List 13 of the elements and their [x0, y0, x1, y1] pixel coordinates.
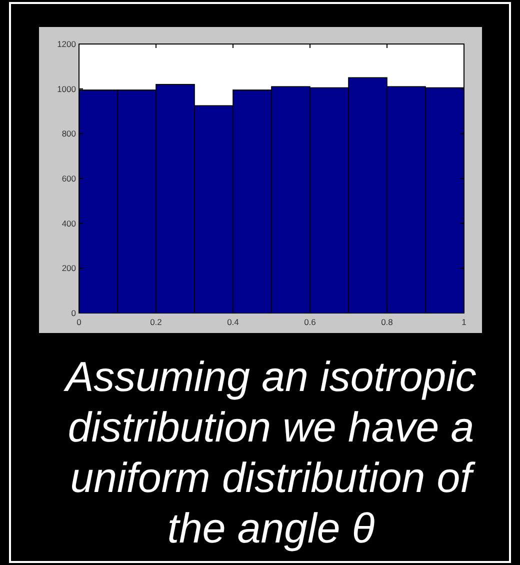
y-tick-label: 800 — [62, 128, 76, 139]
y-tick-label: 1000 — [57, 84, 76, 94]
y-tick-label: 1200 — [57, 38, 76, 49]
x-tick-label: 0.8 — [381, 317, 394, 327]
y-tick-label: 400 — [62, 218, 76, 228]
x-tick-label: 1 — [462, 317, 467, 327]
x-tick-label: 0.6 — [304, 317, 316, 327]
y-tick-label: 200 — [62, 263, 76, 274]
text: Assuming an isotropic distribution we have a uniform distribution of the angle θ — [62, 353, 476, 552]
y-tick-label: 0 — [71, 308, 76, 318]
x-tick-label: 0.2 — [150, 317, 162, 327]
x-tick-label: 0.4 — [227, 317, 240, 327]
y-tick-label: 600 — [62, 173, 76, 184]
